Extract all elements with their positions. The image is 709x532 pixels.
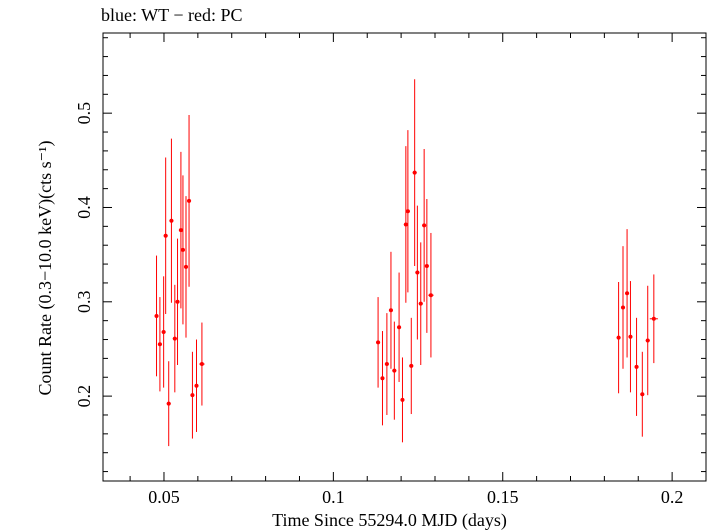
data-point <box>616 281 621 394</box>
point-marker <box>163 233 168 238</box>
point-marker <box>392 368 397 373</box>
y-tick-label: 0.4 <box>74 196 94 219</box>
point-marker <box>405 209 410 214</box>
data-point <box>178 151 183 309</box>
point-marker <box>376 340 381 345</box>
data-point <box>388 251 393 369</box>
data-point <box>376 297 381 388</box>
point-marker <box>640 392 645 397</box>
data-point <box>166 361 171 447</box>
point-marker <box>388 308 393 313</box>
point-marker <box>400 397 405 402</box>
plot-frame <box>102 32 707 482</box>
point-marker <box>178 228 183 233</box>
point-marker <box>634 364 639 369</box>
point-marker <box>161 329 166 334</box>
point-marker <box>384 362 389 367</box>
data-point <box>397 272 402 382</box>
data-point <box>640 351 645 437</box>
y-tick-label: 0.3 <box>74 291 94 314</box>
x-tick-label: 0.05 <box>148 487 180 507</box>
data-point <box>634 317 639 416</box>
x-tick-label: 0.15 <box>487 487 519 507</box>
point-marker <box>424 263 429 268</box>
data-point <box>169 138 174 303</box>
data-point <box>384 313 389 415</box>
data-point <box>422 149 427 302</box>
point-marker <box>199 362 204 367</box>
point-marker <box>645 338 650 343</box>
data-point <box>190 351 195 439</box>
point-marker <box>616 335 621 340</box>
data-point <box>628 281 633 393</box>
point-marker <box>180 247 185 252</box>
data-point <box>154 255 159 377</box>
chart-title: blue: WT − red: PC <box>101 5 243 25</box>
data-point <box>403 146 408 303</box>
point-marker <box>166 401 171 406</box>
point-marker <box>415 270 420 275</box>
point-marker <box>190 393 195 398</box>
data-point <box>428 232 434 358</box>
y-tick-label: 0.2 <box>74 385 94 408</box>
point-marker <box>412 170 417 175</box>
point-marker <box>172 336 177 341</box>
axis-ticks <box>103 33 707 481</box>
data-point <box>649 274 658 364</box>
axis-tick-labels: 0.05 0.1 0.15 0.2 0.2 0.3 0.4 0.5 <box>74 102 683 507</box>
data-point <box>418 242 423 365</box>
y-axis-label: Count Rate (0.3−10.0 keV)(cts s⁻¹) <box>35 140 55 396</box>
point-marker <box>154 313 159 318</box>
data-point <box>625 229 630 358</box>
data-points <box>154 79 658 447</box>
data-point <box>400 357 405 443</box>
point-marker <box>625 291 630 296</box>
data-point <box>415 205 420 340</box>
x-tick-label: 0.1 <box>322 487 345 507</box>
data-point <box>409 317 414 415</box>
data-point <box>392 321 397 420</box>
point-marker <box>621 305 626 310</box>
data-point <box>620 246 626 369</box>
x-tick-label: 0.2 <box>661 487 684 507</box>
data-point <box>194 339 199 432</box>
data-point <box>412 79 417 266</box>
data-point <box>180 175 185 325</box>
y-tick-label: 0.5 <box>74 102 94 125</box>
data-point <box>380 331 385 426</box>
data-point <box>157 297 162 392</box>
data-point <box>163 157 168 315</box>
point-marker <box>397 325 402 330</box>
data-point <box>183 196 189 338</box>
x-axis-label: Time Since 55294.0 MJD (days) <box>272 510 507 530</box>
data-point <box>645 285 650 396</box>
point-marker <box>628 334 633 339</box>
data-point <box>161 276 166 388</box>
point-marker <box>409 363 414 368</box>
data-point <box>405 130 410 293</box>
point-marker <box>403 222 408 227</box>
point-marker <box>194 383 199 388</box>
point-marker <box>157 342 162 347</box>
data-point <box>175 238 180 365</box>
point-marker <box>418 301 423 306</box>
data-point <box>424 198 429 333</box>
data-point <box>199 322 205 406</box>
point-marker <box>169 218 174 223</box>
data-point <box>172 284 177 393</box>
point-marker <box>422 223 427 228</box>
data-point <box>187 115 192 287</box>
point-marker <box>651 316 656 321</box>
point-marker <box>187 198 192 203</box>
point-marker <box>175 299 180 304</box>
point-marker <box>380 376 385 381</box>
point-marker <box>428 293 433 298</box>
point-marker <box>183 264 188 269</box>
